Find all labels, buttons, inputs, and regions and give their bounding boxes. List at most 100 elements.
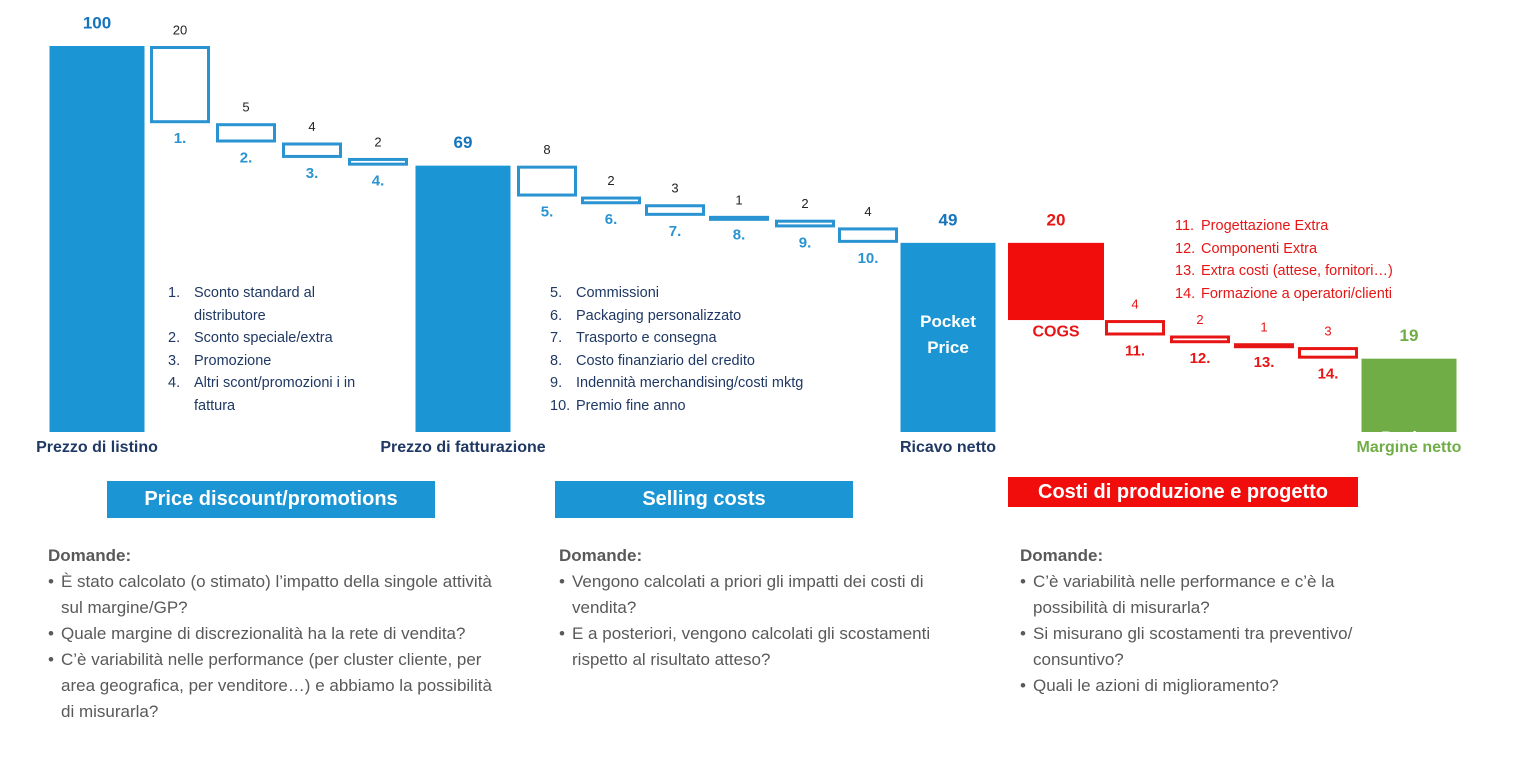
value-label: 8 bbox=[543, 142, 550, 157]
step-bar bbox=[348, 157, 408, 166]
list-item: 12. Componenti Extra bbox=[1175, 238, 1475, 261]
step-bar bbox=[581, 196, 641, 205]
list-item: 11. Progettazione Extra bbox=[1175, 215, 1475, 238]
item-number: 12. bbox=[1175, 240, 1196, 257]
value-label: 49 bbox=[939, 210, 958, 229]
question: • Vengono calcolati a priori gli impatti … bbox=[559, 569, 959, 621]
item-text: Packaging personalizzato bbox=[576, 307, 742, 324]
value-label: 100 bbox=[83, 13, 111, 32]
item-number: 9. bbox=[550, 375, 563, 391]
item-number: 2. bbox=[168, 330, 181, 346]
step-bar bbox=[282, 142, 342, 158]
value-label: 2 bbox=[1196, 312, 1203, 327]
step-bar bbox=[216, 123, 276, 143]
category-label: 4. bbox=[372, 173, 385, 190]
category-label: 3. bbox=[306, 165, 319, 182]
value-label: 19 bbox=[1400, 326, 1419, 345]
value-label: 1 bbox=[1260, 320, 1267, 335]
question: • Si misurano gli scostamenti tra prevent… bbox=[1020, 621, 1410, 673]
item-text: Commissioni bbox=[576, 285, 659, 301]
value-label: 2 bbox=[607, 173, 614, 188]
bullet: • bbox=[1020, 676, 1026, 695]
questions: Domande: • C’è variabilità nelle performan… bbox=[1020, 543, 1410, 699]
category-label: Prezzo di listino bbox=[36, 439, 158, 456]
question: • Quali le azioni di miglioramento? bbox=[1020, 673, 1410, 699]
category-label: Prezzo di fatturazione bbox=[380, 439, 545, 456]
list-item: 7. Trasporto e consegna bbox=[550, 327, 850, 350]
bullet: • bbox=[559, 624, 565, 643]
category-label: 5. bbox=[541, 204, 554, 221]
item-text: Premio fine anno bbox=[576, 397, 686, 414]
value-label: 2 bbox=[374, 134, 381, 149]
questions: Domande: • È stato calcolato (o stimato) l… bbox=[48, 543, 503, 725]
item-text: Sconto speciale/extra bbox=[194, 330, 333, 346]
item-number: 4. bbox=[168, 375, 181, 391]
cogs-bar bbox=[1008, 242, 1104, 321]
questions-heading: Domande: bbox=[48, 546, 132, 565]
category-label: 8. bbox=[733, 227, 746, 244]
step-bar bbox=[709, 215, 769, 221]
item-text: Costo finanziario del credito bbox=[576, 352, 755, 369]
list-item: 9. Indennità merchandising/costi mktg bbox=[550, 372, 850, 395]
question-text: È stato calcolato (o stimato) l’impatto … bbox=[61, 572, 492, 617]
question-text: Vengono calcolati a priori gli impatti d… bbox=[572, 572, 924, 617]
question: • C’è variabilità nelle performance (per … bbox=[48, 647, 503, 725]
bullet: • bbox=[559, 572, 565, 591]
category-label: COGS bbox=[1032, 323, 1079, 340]
category-label: 9. bbox=[799, 234, 812, 251]
total-bar bbox=[49, 46, 145, 432]
category-label: 11. bbox=[1125, 342, 1145, 359]
category-label: 14. bbox=[1318, 366, 1339, 383]
step-bar bbox=[838, 227, 898, 243]
question-text: E a posteriori, vengono calcolati gli sc… bbox=[572, 624, 931, 669]
step-bar bbox=[1234, 343, 1294, 349]
item-number: 8. bbox=[550, 352, 563, 369]
value-label: 20 bbox=[1047, 210, 1066, 229]
list-item: 10. Premio fine anno bbox=[550, 395, 850, 418]
item-text: Sconto standard al distributore bbox=[194, 285, 315, 324]
question-text: Si misurano gli scostamenti tra preventi… bbox=[1033, 624, 1353, 669]
list-item: 8. Costo finanziario del credito bbox=[550, 350, 850, 373]
section-banner: Price discount/promotions bbox=[107, 481, 435, 518]
question: • Quale margine di discrezionalità ha la … bbox=[48, 621, 503, 647]
item-number: 6. bbox=[550, 307, 563, 324]
section-banner: Costi di produzione e progetto bbox=[1008, 477, 1358, 507]
value-label: 4 bbox=[308, 119, 315, 134]
step-bar bbox=[1170, 335, 1230, 344]
total-bar bbox=[1361, 358, 1457, 432]
questions-heading: Domande: bbox=[559, 546, 643, 565]
list-item: 14. Formazione a operatori/clienti bbox=[1175, 283, 1475, 306]
total-bar bbox=[415, 165, 511, 432]
value-label: 2 bbox=[801, 196, 808, 211]
bar-inner-label: Pocket Price bbox=[920, 311, 976, 357]
list-item: 2. Sconto speciale/extra bbox=[168, 327, 368, 350]
step-bar bbox=[1105, 320, 1165, 336]
category-label: 7. bbox=[669, 223, 682, 240]
questions-heading: Domande: bbox=[1020, 546, 1104, 565]
step-bar bbox=[1298, 347, 1358, 359]
questions: Domande: • Vengono calcolati a priori gli … bbox=[559, 543, 959, 673]
step-bar bbox=[150, 46, 210, 124]
numbered-list: 5. Commissioni 6. Packaging personalizzato 7… bbox=[550, 282, 850, 417]
list-item: 13. Extra costi (attese, fornitori…) bbox=[1175, 260, 1475, 283]
category-label: 2. bbox=[240, 149, 253, 166]
bullet: • bbox=[48, 650, 54, 669]
list-item: 4. Altri scont/promozioni i in fattura bbox=[168, 372, 368, 417]
category-label: 13. bbox=[1254, 354, 1275, 371]
list-item: 3. Promozione bbox=[168, 350, 368, 373]
list-item: 6. Packaging personalizzato bbox=[550, 305, 850, 328]
list-item: 5. Commissioni bbox=[550, 282, 850, 305]
category-label: 12. bbox=[1190, 350, 1211, 367]
item-number: 3. bbox=[168, 352, 181, 369]
value-label: 20 bbox=[173, 22, 187, 37]
value-label: 4 bbox=[864, 204, 871, 219]
category-label: 10. bbox=[858, 250, 879, 267]
category-label: Margine netto bbox=[1357, 439, 1462, 456]
value-label: 3 bbox=[671, 181, 678, 196]
item-text: Promozione bbox=[194, 352, 272, 369]
item-text: Extra costi (attese, fornitori…) bbox=[1201, 263, 1393, 279]
question-text: Quale margine di discrezionalità ha la r… bbox=[61, 624, 466, 643]
list-item: 1. Sconto standard al distributore bbox=[168, 282, 368, 327]
numbered-list: 11. Progettazione Extra 12. Componenti Extr… bbox=[1175, 215, 1475, 305]
